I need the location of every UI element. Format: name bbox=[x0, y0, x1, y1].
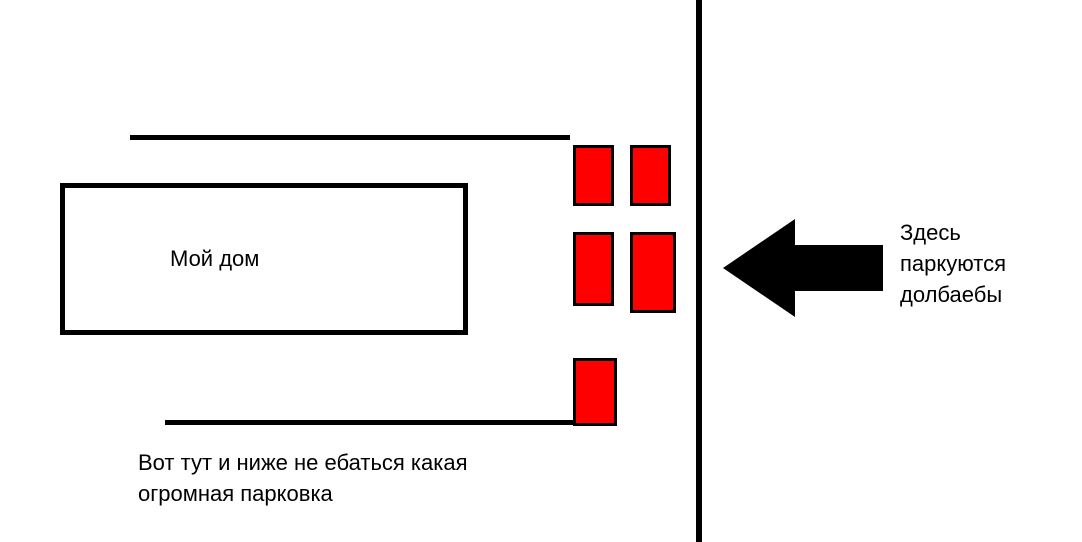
fence-top-line bbox=[130, 135, 570, 140]
annotation-bottom-line2: огромная парковка bbox=[138, 479, 468, 510]
fence-bottom-line bbox=[165, 420, 590, 425]
annotation-right-line3: долбаебы bbox=[900, 280, 1006, 311]
arrow-shaft bbox=[788, 245, 883, 291]
car-2 bbox=[630, 145, 671, 206]
house-box bbox=[60, 183, 468, 335]
road-line bbox=[696, 0, 702, 542]
house-label: Мой дом bbox=[170, 246, 259, 272]
car-4 bbox=[630, 232, 676, 313]
annotation-right: Здесь паркуются долбаебы bbox=[900, 218, 1006, 310]
car-3 bbox=[573, 232, 614, 306]
annotation-bottom: Вот тут и ниже не ебаться какая огромная… bbox=[138, 448, 468, 510]
arrow-head-icon bbox=[723, 219, 795, 317]
car-1 bbox=[573, 145, 614, 206]
diagram-canvas: Мой дом Здесь паркуются долбаебы Вот тут… bbox=[0, 0, 1082, 542]
annotation-right-line2: паркуются bbox=[900, 249, 1006, 280]
annotation-right-line1: Здесь bbox=[900, 218, 1006, 249]
annotation-bottom-line1: Вот тут и ниже не ебаться какая bbox=[138, 448, 468, 479]
car-5 bbox=[573, 358, 617, 426]
